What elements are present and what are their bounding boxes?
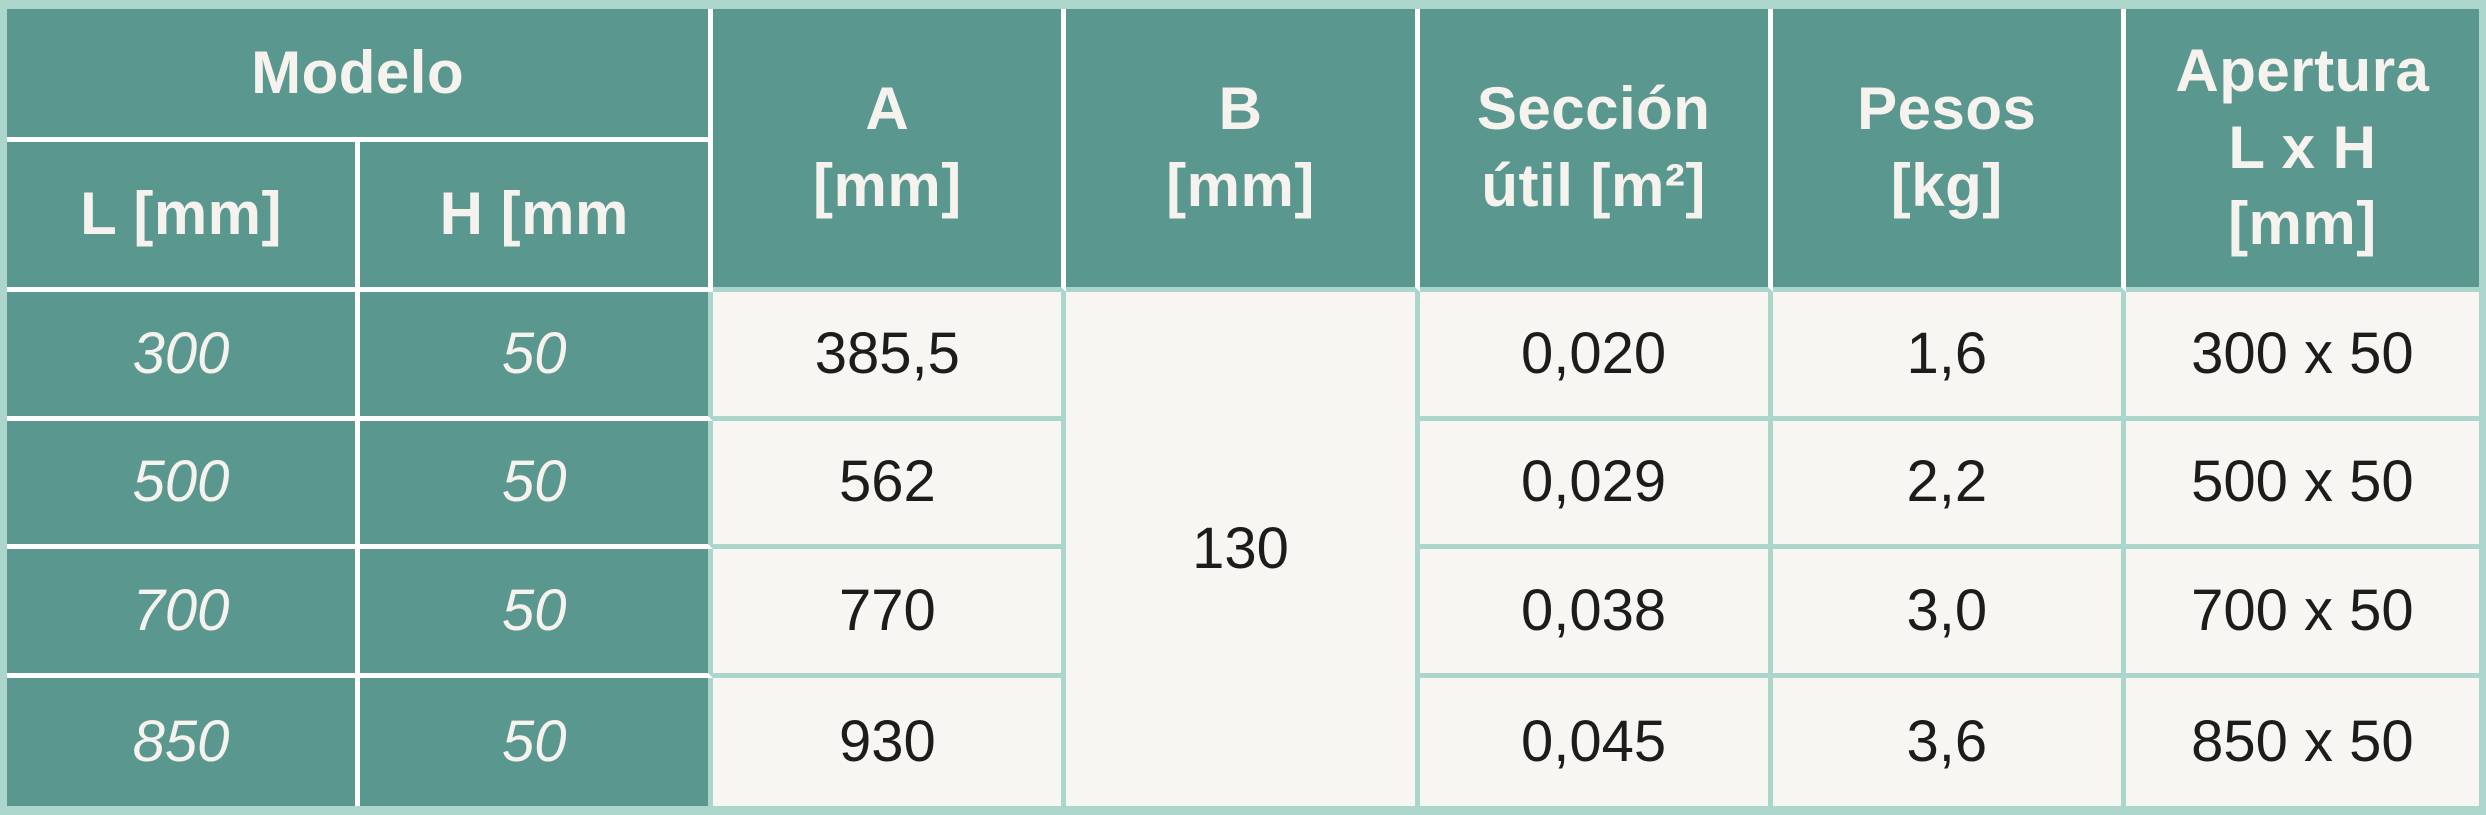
- cell-r2-pesos: 2,2: [1772, 420, 2126, 549]
- cell-r1-h: 50: [360, 292, 714, 421]
- cell-r2-l: 500: [7, 420, 361, 549]
- cell-r3-a: 770: [713, 549, 1067, 678]
- header-l-mm: L [mm]: [7, 142, 361, 292]
- header-b-mm: B [mm]: [1066, 9, 1420, 292]
- cell-r2-a: 562: [713, 420, 1067, 549]
- cell-b-merged-value: 130: [1066, 292, 1420, 806]
- cell-r4-apertura: 850 x 50: [2125, 677, 2479, 806]
- cell-r4-a: 930: [713, 677, 1067, 806]
- cell-r2-apertura: 500 x 50: [2125, 420, 2479, 549]
- cell-r4-h: 50: [360, 677, 714, 806]
- header-seccion-util: Sección útil [m²]: [1419, 9, 1773, 292]
- cell-r1-a: 385,5: [713, 292, 1067, 421]
- cell-r3-seccion: 0,038: [1419, 549, 1773, 678]
- cell-r1-pesos: 1,6: [1772, 292, 2126, 421]
- header-modelo: Modelo: [7, 9, 714, 142]
- header-h-mm: H [mm: [360, 142, 714, 292]
- cell-r4-pesos: 3,6: [1772, 677, 2126, 806]
- cell-r3-l: 700: [7, 549, 361, 678]
- cell-r1-apertura: 300 x 50: [2125, 292, 2479, 421]
- cell-r4-seccion: 0,045: [1419, 677, 1773, 806]
- cell-r3-apertura: 700 x 50: [2125, 549, 2479, 678]
- cell-r1-seccion: 0,020: [1419, 292, 1773, 421]
- cell-r3-pesos: 3,0: [1772, 549, 2126, 678]
- header-a-mm: A [mm]: [713, 9, 1067, 292]
- cell-r4-l: 850: [7, 677, 361, 806]
- cell-r3-h: 50: [360, 549, 714, 678]
- cell-r2-h: 50: [360, 420, 714, 549]
- cell-r2-seccion: 0,029: [1419, 420, 1773, 549]
- header-apertura: Apertura L x H [mm]: [2125, 9, 2479, 292]
- cell-r1-l: 300: [7, 292, 361, 421]
- header-pesos: Pesos [kg]: [1772, 9, 2126, 292]
